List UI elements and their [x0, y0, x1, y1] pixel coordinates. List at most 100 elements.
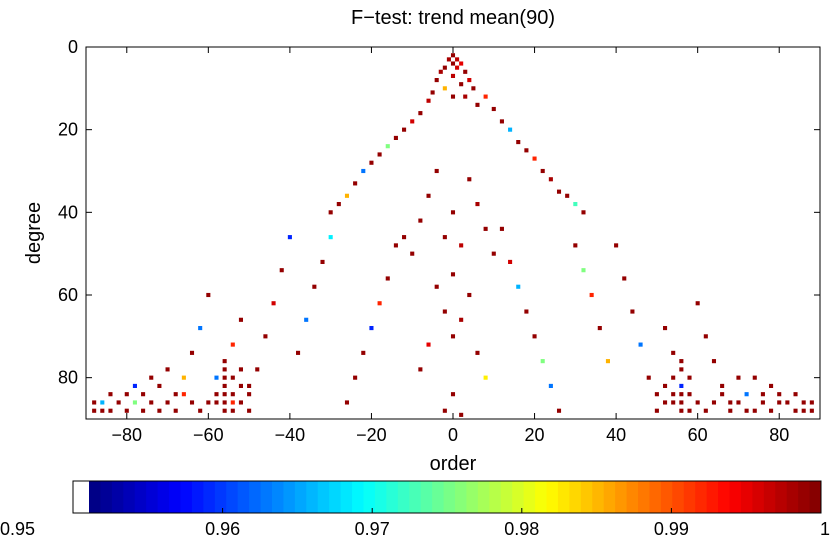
significance-cell: [809, 408, 814, 413]
significance-cell: [304, 317, 309, 322]
significance-cell: [450, 334, 456, 339]
significance-cell: [516, 284, 521, 289]
significance-cell: [793, 408, 798, 413]
significance-cell: [238, 367, 243, 372]
significance-cell: [312, 284, 317, 289]
significance-cell: [353, 181, 358, 186]
significance-cell: [108, 408, 113, 413]
significance-cell: [450, 53, 456, 58]
significance-cell: [92, 400, 97, 405]
significance-cell: [442, 86, 447, 91]
colorbar-swatch: [683, 481, 696, 513]
significance-cell: [589, 292, 594, 298]
significance-cell: [247, 383, 252, 388]
significance-cell: [402, 127, 407, 132]
significance-cell: [687, 375, 692, 380]
colorbar-swatch: [111, 481, 124, 513]
x-tick-label: −80: [112, 425, 143, 445]
significance-cell: [296, 350, 301, 355]
significance-cell: [459, 412, 464, 417]
significance-cell: [92, 408, 97, 413]
significance-cell: [455, 65, 460, 70]
colorbar-swatch: [580, 481, 593, 513]
colorbar-swatch: [272, 481, 284, 513]
significance-cell: [459, 243, 464, 248]
colorbar-swatch: [695, 481, 708, 513]
significance-cell: [622, 276, 627, 281]
significance-cell: [369, 160, 374, 165]
significance-cell: [695, 301, 700, 306]
significance-cell: [426, 98, 431, 103]
x-tick-label: −40: [275, 425, 306, 445]
significance-cell: [679, 400, 684, 405]
colorbar-swatch: [786, 481, 799, 513]
significance-cell: [809, 400, 814, 405]
axis-ticks: −80 −60 −40 −20 0 20 40 60 80 0 20 40 60 80: [58, 37, 820, 445]
significance-cell: [646, 375, 651, 380]
colorbar-swatch: [306, 481, 319, 513]
colorbar-swatch: [729, 481, 742, 513]
significance-cell: [442, 65, 447, 70]
significance-cell: [377, 152, 382, 157]
significance-cell: [328, 210, 333, 215]
significance-cell: [157, 383, 162, 388]
significance-cell: [214, 392, 219, 397]
significance-cell: [369, 326, 374, 331]
colorbar-swatch: [146, 481, 159, 513]
colorbar-swatch: [638, 481, 650, 513]
significance-cell: [736, 375, 741, 380]
significance-cell: [361, 168, 366, 174]
colorbar-swatch: [169, 481, 181, 513]
significance-cell: [499, 226, 504, 231]
significance-cell: [157, 408, 162, 413]
significance-cell: [467, 78, 472, 83]
significance-cell: [222, 400, 227, 405]
significance-cell: [638, 342, 643, 347]
colorbar-swatch: [603, 481, 616, 513]
colorbar-swatch: [340, 481, 353, 513]
significance-cell: [463, 69, 468, 74]
significance-cell: [230, 375, 235, 380]
significance-cell: [442, 309, 447, 314]
significance-cell: [605, 359, 610, 364]
colorbar-swatch: [432, 481, 445, 513]
significance-cell: [801, 400, 806, 405]
significance-cell: [467, 177, 472, 182]
significance-cell: [149, 375, 154, 380]
significance-cell: [198, 408, 203, 413]
significance-cell: [393, 135, 398, 140]
significance-cell: [679, 408, 684, 413]
colorbar-tick-label: 0.97: [355, 519, 390, 539]
colorbar-swatch: [718, 481, 730, 513]
significance-cell: [361, 350, 366, 355]
colorbar-below-min-swatch: [73, 481, 89, 513]
significance-cell: [230, 408, 235, 413]
significance-cell: [287, 235, 292, 240]
significance-cell: [377, 301, 382, 306]
colorbar-swatch: [226, 481, 239, 513]
significance-cell: [247, 408, 252, 413]
colorbar-swatch: [409, 481, 422, 513]
x-tick-label: 60: [688, 425, 708, 445]
significance-cell: [711, 359, 717, 364]
significance-cell: [532, 156, 537, 161]
significance-cell: [728, 408, 733, 413]
significance-cell: [410, 251, 415, 256]
chart-title: F−test: trend mean(90): [351, 7, 555, 29]
significance-cell: [418, 111, 423, 116]
significance-cell: [573, 243, 578, 248]
significance-cell: [214, 375, 219, 380]
plot-area: [86, 47, 820, 419]
colorbar-tick-label: 0.95: [0, 519, 35, 539]
colorbar-swatch: [397, 481, 410, 513]
x-tick-label: 40: [606, 425, 626, 445]
significance-cell: [189, 350, 195, 355]
significance-cell: [426, 342, 431, 347]
significance-cell: [463, 94, 468, 99]
colorbar-swatch: [775, 481, 788, 513]
significance-cell: [671, 392, 676, 397]
significance-cell: [720, 392, 725, 397]
significance-cell: [471, 86, 476, 91]
colorbar-swatch: [317, 481, 330, 513]
colorbar-swatch: [809, 481, 822, 513]
